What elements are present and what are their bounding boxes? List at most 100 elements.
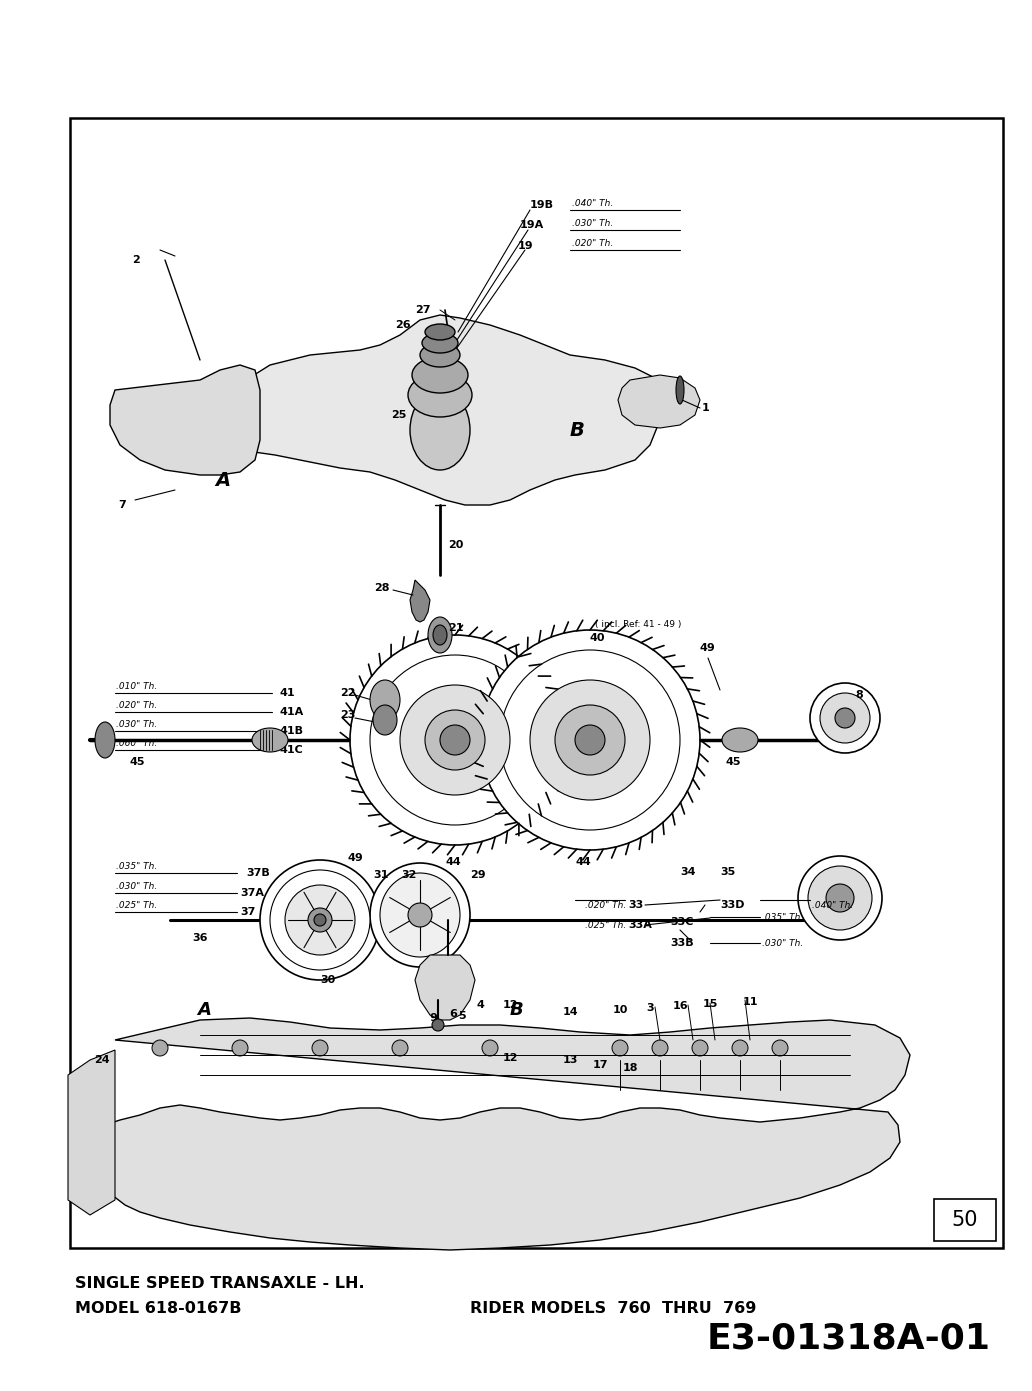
Text: 33C: 33C	[670, 917, 694, 926]
Ellipse shape	[428, 618, 452, 652]
Text: 3: 3	[646, 1003, 654, 1013]
Text: 37B: 37B	[246, 868, 269, 878]
Ellipse shape	[285, 885, 355, 956]
Polygon shape	[90, 1018, 910, 1251]
Polygon shape	[618, 376, 700, 428]
Text: 45: 45	[725, 757, 741, 766]
Ellipse shape	[808, 867, 872, 931]
Text: 20: 20	[448, 540, 463, 549]
Text: .020" Th.: .020" Th.	[116, 701, 157, 709]
Text: 14: 14	[562, 1007, 578, 1017]
Text: .035" Th.: .035" Th.	[762, 912, 803, 921]
Text: 31: 31	[373, 869, 388, 881]
Text: A: A	[197, 1002, 211, 1020]
Text: SINGLE SPEED TRANSAXLE - LH.: SINGLE SPEED TRANSAXLE - LH.	[75, 1277, 365, 1291]
Text: .040" Th.: .040" Th.	[572, 199, 613, 209]
Text: 44: 44	[575, 857, 590, 867]
Ellipse shape	[152, 1040, 168, 1056]
Bar	[70, 118, 1003, 1248]
Ellipse shape	[408, 903, 432, 926]
Text: 16: 16	[672, 1002, 687, 1011]
Text: 10: 10	[612, 1006, 627, 1015]
Text: 41B: 41B	[280, 726, 304, 736]
Polygon shape	[410, 580, 430, 622]
Text: 22: 22	[340, 689, 355, 698]
Text: 37A: 37A	[240, 887, 264, 899]
Text: 33D: 33D	[720, 900, 744, 910]
Text: 9: 9	[429, 1013, 437, 1022]
Text: .040" Th.: .040" Th.	[812, 900, 853, 910]
Ellipse shape	[408, 373, 472, 417]
Ellipse shape	[772, 1040, 788, 1056]
Text: 13: 13	[562, 1054, 578, 1066]
Ellipse shape	[425, 709, 485, 771]
Ellipse shape	[420, 344, 460, 367]
Ellipse shape	[422, 332, 458, 353]
Text: 18: 18	[622, 1063, 638, 1072]
Ellipse shape	[652, 1040, 668, 1056]
Ellipse shape	[798, 855, 882, 940]
Ellipse shape	[370, 655, 540, 825]
Text: .020" Th.: .020" Th.	[572, 239, 613, 248]
Text: 45: 45	[130, 757, 146, 766]
Polygon shape	[68, 1050, 115, 1214]
Ellipse shape	[835, 708, 854, 727]
Text: A: A	[215, 470, 230, 490]
Ellipse shape	[314, 914, 326, 926]
Ellipse shape	[380, 874, 460, 957]
Text: 15: 15	[703, 999, 717, 1008]
Text: 30: 30	[320, 975, 335, 985]
Text: 28: 28	[375, 583, 390, 593]
Ellipse shape	[722, 727, 757, 753]
Ellipse shape	[480, 630, 700, 850]
Text: .010" Th.: .010" Th.	[116, 682, 157, 691]
Text: 29: 29	[470, 869, 486, 881]
Text: 32: 32	[401, 869, 416, 881]
Text: 17: 17	[592, 1060, 608, 1070]
Text: 37: 37	[240, 907, 255, 917]
Ellipse shape	[612, 1040, 628, 1056]
Ellipse shape	[810, 683, 880, 753]
Ellipse shape	[412, 357, 467, 394]
Bar	[934, 1199, 996, 1241]
Text: E3-01318A-01: E3-01318A-01	[707, 1321, 991, 1355]
Text: 25: 25	[391, 410, 406, 420]
Ellipse shape	[499, 650, 680, 830]
Ellipse shape	[252, 727, 288, 753]
Ellipse shape	[425, 324, 455, 339]
Ellipse shape	[820, 693, 870, 743]
Text: 33B: 33B	[670, 938, 694, 949]
Text: 6: 6	[449, 1008, 457, 1020]
Ellipse shape	[270, 869, 370, 970]
Ellipse shape	[555, 705, 625, 775]
Ellipse shape	[440, 725, 470, 755]
Text: 44: 44	[445, 857, 460, 867]
Text: 12: 12	[503, 1053, 518, 1063]
Ellipse shape	[676, 376, 684, 403]
Text: 7: 7	[118, 499, 126, 510]
Text: MODEL 618-0167B: MODEL 618-0167B	[75, 1302, 241, 1316]
Text: 5: 5	[458, 1011, 465, 1021]
Ellipse shape	[95, 722, 115, 758]
Text: 4: 4	[476, 1000, 484, 1010]
Text: 23: 23	[340, 709, 355, 721]
Ellipse shape	[410, 389, 470, 470]
Text: .060" Th.: .060" Th.	[116, 739, 157, 748]
Ellipse shape	[432, 1020, 444, 1031]
Text: 36: 36	[192, 933, 207, 943]
Ellipse shape	[370, 862, 470, 967]
Text: 50: 50	[952, 1210, 978, 1230]
Text: 33: 33	[628, 900, 643, 910]
Text: 1: 1	[702, 403, 710, 413]
Text: .035" Th.: .035" Th.	[116, 862, 157, 871]
Ellipse shape	[232, 1040, 248, 1056]
Text: RIDER MODELS  760  THRU  769: RIDER MODELS 760 THRU 769	[470, 1302, 755, 1316]
Text: 19B: 19B	[530, 200, 554, 210]
Polygon shape	[200, 314, 665, 505]
Polygon shape	[110, 364, 260, 474]
Text: 41: 41	[280, 689, 295, 698]
Text: 11: 11	[742, 997, 757, 1007]
Ellipse shape	[370, 680, 400, 721]
Text: .030" Th.: .030" Th.	[116, 882, 157, 892]
Ellipse shape	[482, 1040, 498, 1056]
